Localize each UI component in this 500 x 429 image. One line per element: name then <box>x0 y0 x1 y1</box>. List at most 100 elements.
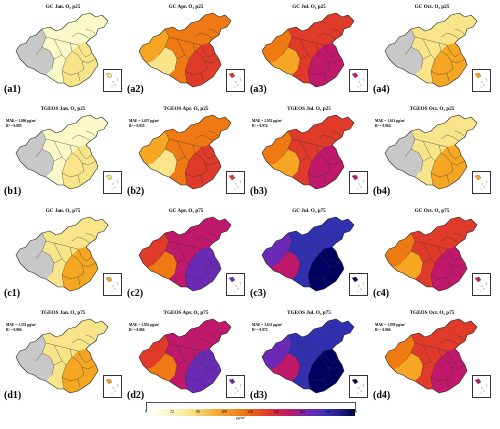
country-outline <box>138 216 232 292</box>
province-border <box>200 350 216 364</box>
province-border <box>422 344 436 366</box>
south-china-sea-inset <box>472 171 491 194</box>
province-border <box>200 378 204 388</box>
map-north-region <box>288 13 354 45</box>
province-border <box>323 174 327 184</box>
map-east-region <box>431 247 467 291</box>
r2-value: R² = 0.985 <box>6 123 22 128</box>
province-border <box>299 140 313 162</box>
province-border <box>158 232 170 260</box>
province-border <box>208 334 220 342</box>
country-outline <box>261 216 355 292</box>
colorbar-tick-label: 0 <box>145 410 147 414</box>
province-border <box>204 58 220 64</box>
china-map <box>138 318 232 394</box>
province-border <box>323 276 327 286</box>
province-border <box>307 68 331 76</box>
province-border <box>291 342 325 352</box>
panel-label: (b4) <box>373 186 391 197</box>
province-border <box>61 374 85 382</box>
province-border <box>414 138 448 148</box>
province-border <box>317 254 331 274</box>
province-border <box>204 262 220 268</box>
map-panel: GC Apr. O₃ p25 (a2) <box>127 4 245 104</box>
province-border <box>77 146 93 160</box>
province-border <box>164 250 178 264</box>
country-outline <box>15 12 109 88</box>
panel-label: (c2) <box>127 288 144 299</box>
province-border <box>446 146 462 160</box>
province-border <box>194 236 214 244</box>
country-outline <box>138 114 232 190</box>
south-china-sea-inset <box>103 171 122 194</box>
province-border <box>200 174 204 184</box>
province-border <box>454 232 466 240</box>
china-map <box>261 318 355 394</box>
province-border <box>81 160 97 166</box>
province-border <box>164 352 178 366</box>
china-map <box>138 216 232 292</box>
province-border <box>77 72 81 82</box>
province-border <box>71 338 91 346</box>
province-border <box>450 160 466 166</box>
panel-stats: MAE = 1.437 μg/m³ R² = 0.955 <box>129 119 159 128</box>
province-border <box>71 134 91 142</box>
province-border <box>41 148 55 162</box>
province-border <box>440 254 454 274</box>
province-border <box>404 28 416 56</box>
province-border <box>430 374 454 382</box>
province-border <box>281 28 293 56</box>
r2-value: R² = 0.955 <box>129 123 145 128</box>
province-border <box>194 134 214 142</box>
province-border <box>410 250 424 264</box>
province-border <box>327 364 343 370</box>
map-west-region <box>385 29 415 63</box>
china-map <box>138 12 232 88</box>
map-panel: TGEOS Apr. O₃ p25 MAE = 1.437 μg/m³ R² = 0… <box>127 106 245 206</box>
province-border <box>404 232 416 260</box>
province-border <box>446 350 462 364</box>
province-border <box>85 130 97 138</box>
province-border <box>450 262 466 268</box>
south-china-sea-inset <box>226 171 245 194</box>
colorbar-unit: μg/m³ <box>236 416 246 420</box>
map-east-region <box>308 349 344 393</box>
province-border <box>174 156 186 172</box>
south-china-sea-inset <box>103 273 122 296</box>
province-border <box>53 140 67 162</box>
province-border <box>297 258 309 274</box>
panel-title: GC Jan. O₃ p25 <box>45 4 81 10</box>
province-border <box>414 240 448 250</box>
province-border <box>410 148 424 162</box>
panel-title: TGEOS Jan. O₃ p25 <box>40 106 86 112</box>
province-border <box>446 276 450 286</box>
province-border <box>440 50 454 70</box>
province-border <box>81 58 97 64</box>
panel-title: GC Apr. O₃ p75 <box>168 208 204 214</box>
mae-value: MAE = 1.939 μg/m³ <box>375 323 406 327</box>
south-china-sea-inset <box>103 69 122 92</box>
r2-value: R² = 0.972 <box>252 327 268 332</box>
province-border <box>446 72 450 82</box>
province-border <box>323 44 339 58</box>
r2-value: R² = 0.974 <box>252 123 268 128</box>
south-china-sea-inset <box>226 375 245 398</box>
map-west-region <box>139 131 169 165</box>
province-border <box>440 236 460 244</box>
map-north-region <box>411 13 477 45</box>
province-border <box>446 44 462 58</box>
province-border <box>317 338 337 346</box>
province-border <box>81 364 97 370</box>
china-map <box>261 216 355 292</box>
province-border <box>85 232 97 240</box>
province-border <box>158 334 170 362</box>
province-border <box>307 374 331 382</box>
panel-label: (a1) <box>4 84 21 95</box>
map-east-region <box>62 145 98 189</box>
map-panel: TGEOS Jul. O₃ p75 MAE = 3.631 μg/m³ R² = 0… <box>250 310 368 410</box>
province-border <box>430 68 454 76</box>
province-border <box>35 334 47 362</box>
province-border <box>422 140 436 162</box>
map-east-region <box>185 43 221 87</box>
province-border <box>77 248 93 262</box>
